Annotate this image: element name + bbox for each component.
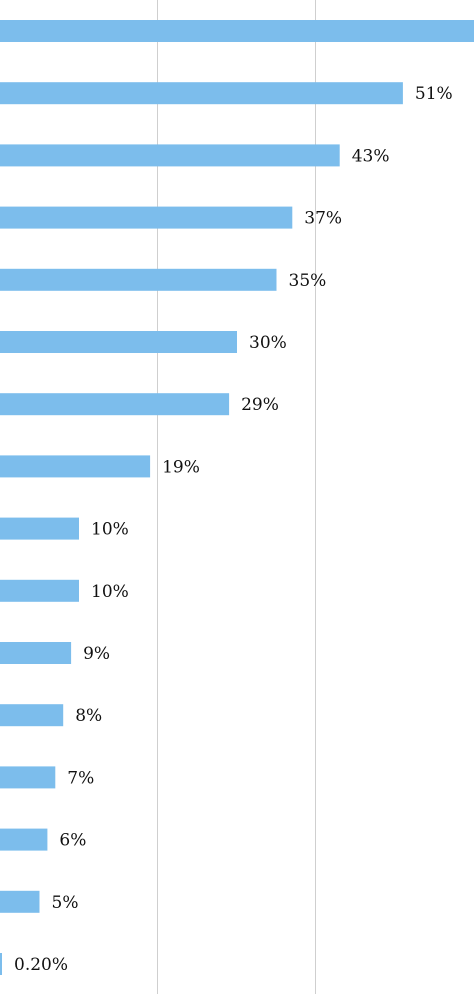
bar-5 xyxy=(0,268,277,291)
bar-12 xyxy=(0,704,64,727)
data-label-9: 10% xyxy=(91,520,129,540)
bars xyxy=(0,20,474,975)
bar-4 xyxy=(0,206,293,229)
bar-6 xyxy=(0,331,237,353)
data-label-12: 8% xyxy=(75,706,102,726)
data-label-16: 0.20% xyxy=(14,955,68,975)
bar-14 xyxy=(0,828,48,851)
bar-3 xyxy=(0,144,340,167)
data-label-7: 29% xyxy=(241,395,279,415)
bar-8 xyxy=(0,455,151,478)
bar-13 xyxy=(0,766,56,789)
data-label-8: 19% xyxy=(162,457,200,477)
bar-15 xyxy=(0,890,40,913)
data-label-15: 5% xyxy=(52,893,79,913)
bar-16 xyxy=(0,953,2,975)
bar-2 xyxy=(0,82,403,105)
data-label-10: 10% xyxy=(91,582,129,602)
data-label-13: 7% xyxy=(67,768,94,788)
bar-9 xyxy=(0,517,79,540)
data-label-3: 43% xyxy=(352,146,390,166)
bar-1 xyxy=(0,20,474,42)
bar-10 xyxy=(0,579,79,602)
bar-7 xyxy=(0,393,230,416)
data-label-11: 9% xyxy=(83,644,110,664)
data-label-4: 37% xyxy=(304,209,342,229)
data-label-2: 51% xyxy=(415,84,453,104)
bar-11 xyxy=(0,642,72,664)
data-labels: 51% 43% 37% 35% 30% 29% 19% 10% 10% 9% 8% 7% 6% 5% 0.2… xyxy=(14,84,453,975)
data-label-14: 6% xyxy=(59,831,86,851)
data-label-6: 30% xyxy=(249,333,287,353)
data-label-5: 35% xyxy=(289,271,327,291)
